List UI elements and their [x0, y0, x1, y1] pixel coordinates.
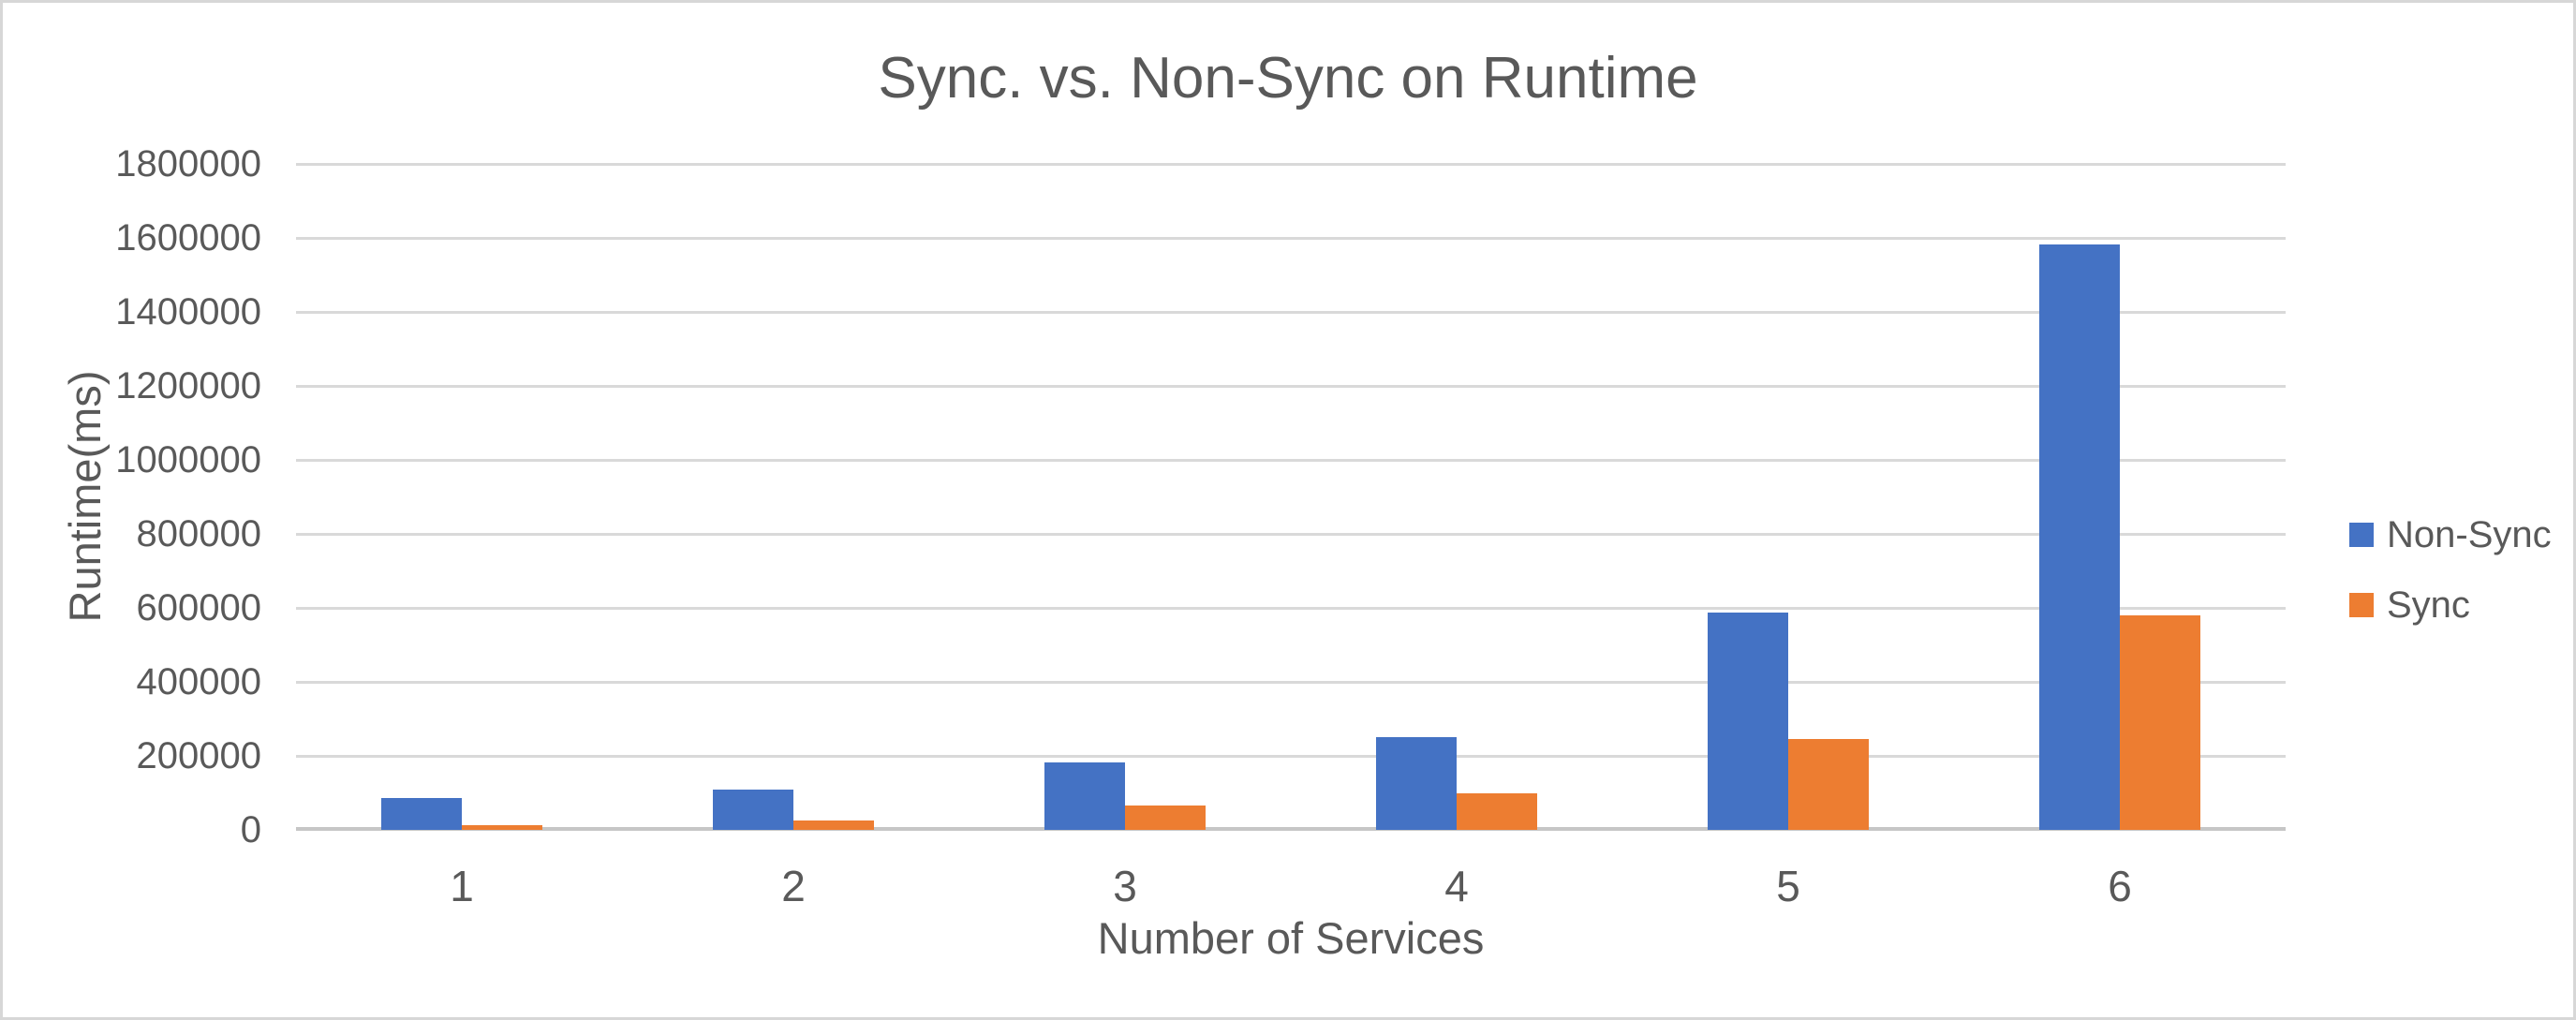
legend-label: Sync [2387, 584, 2470, 626]
gridline [296, 162, 2286, 166]
gridline [296, 532, 2286, 536]
bar-non-sync-2 [713, 789, 793, 830]
bar-sync-5 [1788, 739, 1869, 830]
bar-sync-6 [2120, 614, 2200, 830]
legend: Non-Sync Sync [2349, 511, 2552, 652]
y-tick-label: 0 [240, 809, 261, 850]
bar-group-1 [296, 164, 628, 830]
bar-non-sync-3 [1044, 762, 1125, 830]
gridline [296, 384, 2286, 388]
gridline [296, 606, 2286, 610]
gridline [296, 680, 2286, 684]
bar-non-sync-6 [2039, 244, 2120, 830]
gridline [296, 310, 2286, 314]
y-tick-label: 1600000 [115, 217, 261, 259]
legend-marker-non-sync [2349, 523, 2374, 547]
x-axis-tick-labels: 1 2 3 4 5 6 [296, 860, 2286, 914]
x-tick-label-5: 5 [1776, 862, 1800, 910]
y-tick-label: 400000 [136, 661, 261, 702]
y-tick-label: 1200000 [115, 365, 261, 407]
y-tick-label: 1000000 [115, 439, 261, 480]
bar-group-5 [1622, 164, 1954, 830]
chart-title: Sync. vs. Non-Sync on Runtime [878, 46, 1698, 111]
x-tick-label-1: 1 [450, 862, 474, 910]
y-tick-label: 600000 [136, 587, 261, 628]
y-tick-label: 1800000 [115, 143, 261, 185]
bar-non-sync-4 [1376, 737, 1457, 830]
x-axis-title: Number of Services [1097, 913, 1485, 963]
x-tick-label-4: 4 [1444, 862, 1469, 910]
bar-group-2 [628, 164, 959, 830]
y-axis-tick-labels: 0 200000 400000 600000 800000 1000000 1200000 1… [3, 143, 261, 850]
legend-item-sync: Sync [2349, 582, 2552, 628]
bar-group-3 [959, 164, 1291, 830]
x-axis-line [296, 827, 2286, 831]
legend-marker-sync [2349, 593, 2374, 617]
bar-sync-1 [462, 825, 542, 830]
bar-sync-4 [1457, 792, 1537, 830]
gridline [296, 754, 2286, 758]
bar-sync-3 [1125, 806, 1206, 830]
bar-group-6 [1954, 164, 2286, 830]
bar-non-sync-5 [1708, 613, 1788, 830]
y-tick-label: 200000 [136, 735, 261, 776]
legend-item-non-sync: Non-Sync [2349, 511, 2552, 558]
y-tick-label: 1400000 [115, 291, 261, 333]
bar-non-sync-1 [381, 798, 462, 830]
x-tick-label-3: 3 [1113, 862, 1137, 910]
x-tick-label-6: 6 [2108, 862, 2132, 910]
bar-sync-2 [793, 820, 874, 830]
y-tick-label: 800000 [136, 513, 261, 554]
plot-area [296, 162, 2286, 831]
legend-label: Non-Sync [2387, 514, 2552, 555]
gridline [296, 458, 2286, 462]
gridline [296, 236, 2286, 240]
x-tick-label-2: 2 [781, 862, 806, 910]
bar-group-4 [1291, 164, 1622, 830]
